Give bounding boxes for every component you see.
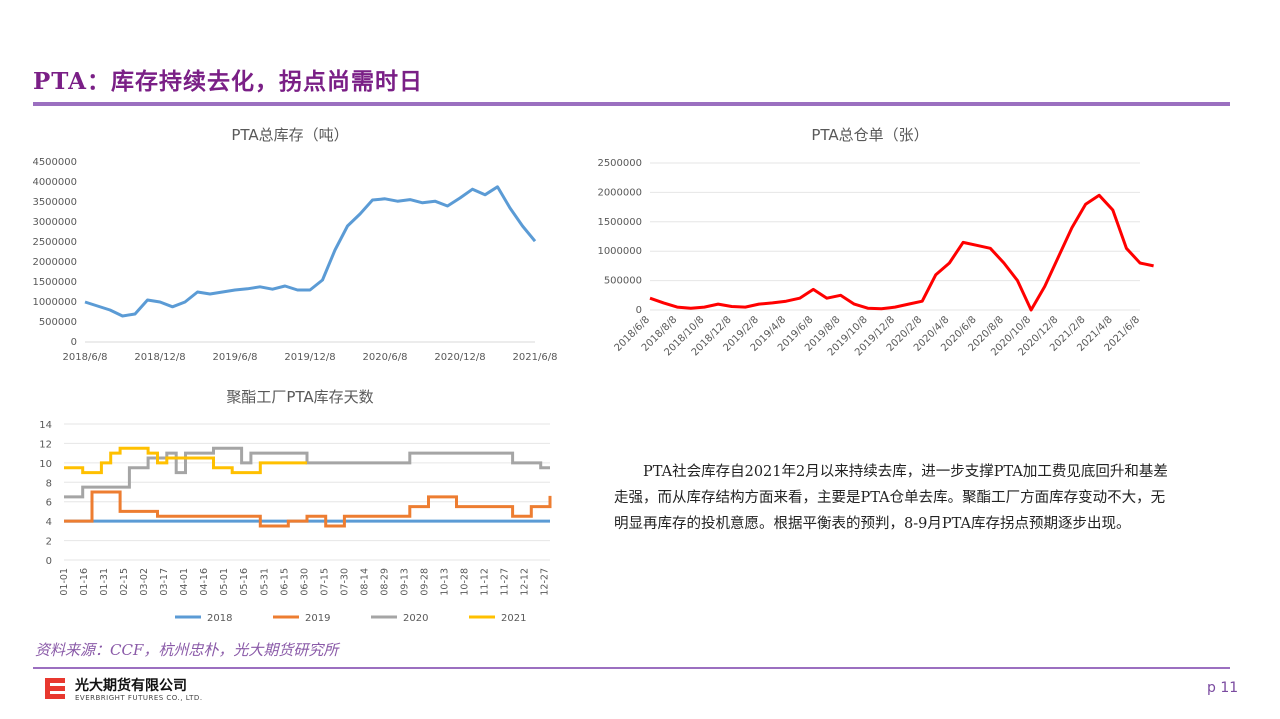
y-tick-label: 2000000 bbox=[597, 187, 642, 198]
y-tick-label: 1500000 bbox=[597, 217, 642, 228]
y-tick-label: 1000000 bbox=[597, 246, 642, 257]
page-number: p 11 bbox=[1207, 680, 1239, 696]
y-tick-label: 12 bbox=[39, 439, 52, 450]
y-tick-label: 500000 bbox=[604, 276, 642, 287]
y-tick-label: 4000000 bbox=[32, 177, 77, 188]
y-tick-label: 1500000 bbox=[32, 277, 77, 288]
series-line-2021 bbox=[64, 446, 307, 475]
x-tick-label: 07-15 bbox=[319, 568, 330, 596]
y-tick-label: 2 bbox=[46, 537, 52, 548]
y-tick-label: 8 bbox=[46, 478, 52, 489]
y-tick-label: 3000000 bbox=[32, 217, 77, 228]
y-tick-label: 4 bbox=[46, 517, 52, 528]
y-tick-label: 500000 bbox=[39, 317, 77, 328]
y-tick-label: 1000000 bbox=[32, 297, 77, 308]
x-tick-label: 09-13 bbox=[399, 568, 410, 596]
analysis-note: PTA社会库存自2021年2月以来持续去库，进一步支撑PTA加工费见底回升和基差… bbox=[614, 464, 1168, 532]
series-line bbox=[84, 185, 537, 318]
legend-label-2020: 2020 bbox=[403, 613, 428, 624]
page-title: PTA：库存持续去化，拐点尚需时日 bbox=[33, 68, 423, 95]
x-tick-label: 08-14 bbox=[359, 568, 370, 596]
x-tick-label: 11-12 bbox=[480, 568, 491, 596]
x-tick-label: 05-31 bbox=[259, 568, 270, 596]
x-tick-label: 2018/6/8 bbox=[63, 352, 108, 363]
y-tick-label: 4500000 bbox=[32, 157, 77, 168]
x-tick-label: 04-01 bbox=[179, 568, 190, 596]
company-name-cn: 光大期货有限公司 bbox=[75, 677, 187, 694]
series-line-2019 bbox=[64, 490, 552, 528]
chart-total-warrants: 050000010000001500000200000025000002018/… bbox=[597, 158, 1154, 358]
x-tick-label: 11-27 bbox=[500, 568, 511, 596]
x-tick-label: 10-13 bbox=[440, 568, 451, 596]
chart3-title: 聚酯工厂PTA库存天数 bbox=[226, 388, 374, 406]
y-tick-label: 3500000 bbox=[32, 197, 77, 208]
x-tick-label: 01-31 bbox=[99, 568, 110, 596]
legend-label-2021: 2021 bbox=[501, 613, 526, 624]
y-tick-label: 2500000 bbox=[597, 158, 642, 169]
series-line-2020 bbox=[64, 446, 550, 499]
y-tick-label: 2500000 bbox=[32, 237, 77, 248]
footer-divider bbox=[33, 667, 1230, 669]
x-tick-label: 05-01 bbox=[219, 568, 230, 596]
y-tick-label: 0 bbox=[46, 556, 52, 567]
chart1-title: PTA总库存（吨） bbox=[231, 126, 349, 144]
x-tick-label: 03-17 bbox=[159, 568, 170, 596]
x-tick-label: 2019/12/8 bbox=[284, 352, 335, 363]
y-tick-label: 2000000 bbox=[32, 257, 77, 268]
y-tick-label: 0 bbox=[71, 337, 77, 348]
x-tick-label: 01-01 bbox=[59, 568, 70, 596]
x-tick-label: 12-27 bbox=[540, 568, 551, 596]
y-tick-label: 0 bbox=[636, 305, 642, 316]
y-tick-label: 14 bbox=[39, 420, 52, 431]
x-tick-label: 10-28 bbox=[460, 568, 471, 596]
title-divider bbox=[33, 102, 1230, 106]
x-tick-label: 02-15 bbox=[119, 568, 130, 596]
company-logo: 光大期货有限公司 EVERBRIGHT FUTURES CO., LTD. bbox=[43, 676, 203, 704]
x-tick-label: 09-28 bbox=[419, 568, 430, 596]
x-tick-label: 2019/6/8 bbox=[213, 352, 258, 363]
x-tick-label: 06-30 bbox=[299, 568, 310, 596]
legend-label-2019: 2019 bbox=[305, 613, 330, 624]
x-tick-label: 06-15 bbox=[279, 568, 290, 596]
series-line bbox=[649, 193, 1154, 312]
x-tick-label: 2020/12/8 bbox=[434, 352, 485, 363]
x-tick-label: 01-16 bbox=[79, 568, 90, 596]
x-tick-label: 07-30 bbox=[339, 568, 350, 596]
everbright-logo-icon bbox=[45, 678, 65, 699]
x-tick-label: 2018/12/8 bbox=[134, 352, 185, 363]
chart-total-inventory: 0 500000 1000000 1500000 2000000 2500000 30000… bbox=[32, 157, 558, 363]
x-tick-label: 12-12 bbox=[520, 568, 531, 596]
x-tick-label: 03-02 bbox=[139, 568, 150, 596]
x-tick-label: 2021/6/8 bbox=[513, 352, 558, 363]
y-tick-label: 10 bbox=[39, 459, 52, 470]
chart2-title: PTA总仓单（张） bbox=[811, 126, 929, 144]
data-source: 资料来源：CCF，杭州忠朴，光大期货研究所 bbox=[35, 641, 339, 659]
x-tick-label: 08-29 bbox=[379, 568, 390, 596]
legend-label-2018: 2018 bbox=[207, 613, 232, 624]
x-tick-label: 2020/6/8 bbox=[363, 352, 408, 363]
company-name-en: EVERBRIGHT FUTURES CO., LTD. bbox=[75, 693, 203, 702]
y-tick-label: 6 bbox=[46, 498, 52, 509]
x-tick-label: 04-16 bbox=[199, 568, 210, 596]
x-tick-label: 05-16 bbox=[239, 568, 250, 596]
chart-polyester-days: 0 2 4 6 8 10 12 14 01-01 01-16 01-31 02-15 03-02 03-1… bbox=[39, 420, 552, 624]
